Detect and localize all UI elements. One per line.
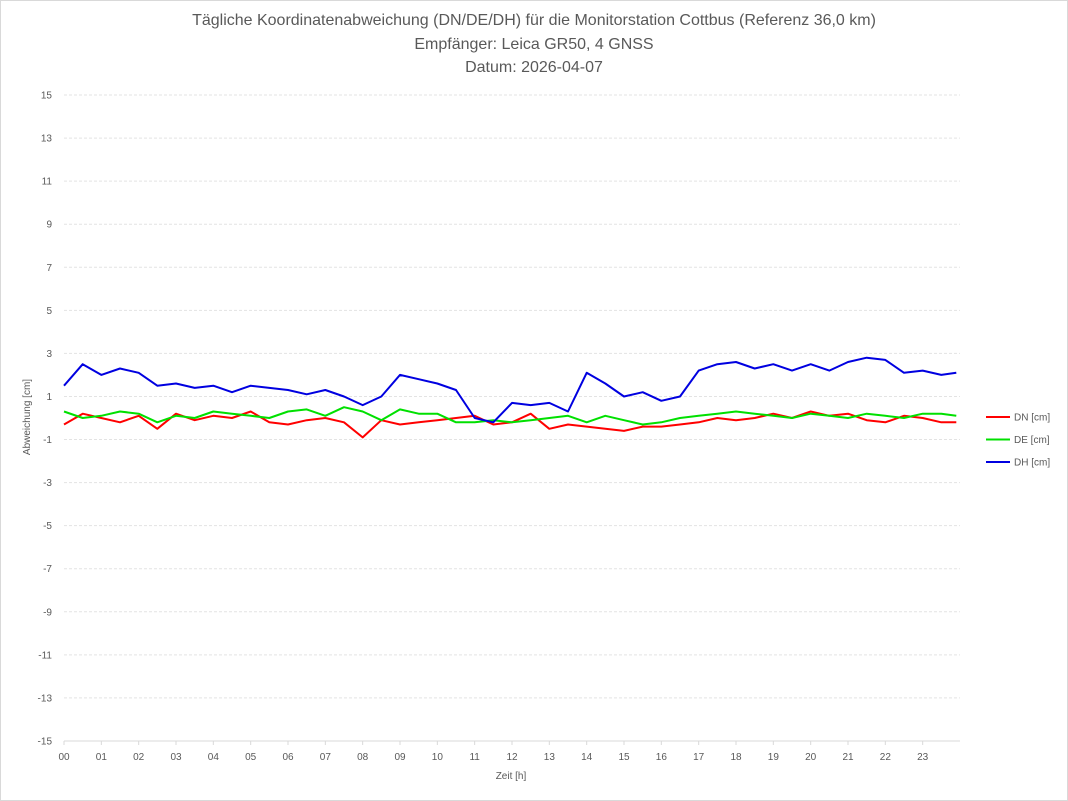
y-tick-label: -13 (38, 693, 53, 704)
x-tick-label: 01 (96, 752, 108, 763)
x-tick-label: 13 (544, 752, 556, 763)
x-tick-label: 05 (245, 752, 257, 763)
legend: DN [cm] DE [cm] DH [cm] (986, 413, 1050, 469)
x-tick-label: 11 (469, 752, 480, 763)
y-tick-label: 3 (46, 349, 52, 360)
chart-subtitle: Empfänger: Leica GR50, 4 GNSS (414, 36, 654, 53)
x-tick-label: 09 (394, 752, 406, 763)
x-axis-label: Zeit [h] (496, 771, 527, 782)
y-tick-label: -5 (43, 521, 52, 532)
chart-title: Tägliche Koordinatenabweichung (DN/DE/DH… (192, 12, 876, 29)
x-tick-label: 16 (656, 752, 668, 763)
legend-label: DE [cm] (1014, 435, 1050, 446)
y-tick-label: -15 (38, 737, 53, 748)
y-tick-label: -1 (43, 435, 52, 446)
legend-label: DN [cm] (1014, 413, 1050, 424)
y-tick-label: 13 (41, 134, 53, 145)
y-tick-label: 11 (42, 177, 53, 188)
legend-label: DH [cm] (1014, 458, 1050, 469)
x-tick-label: 18 (730, 752, 742, 763)
x-tick-label: 12 (506, 752, 518, 763)
x-tick-label: 22 (880, 752, 892, 763)
y-tick-label: -7 (43, 564, 52, 575)
x-tick-label: 17 (693, 752, 705, 763)
x-tick-label: 08 (357, 752, 369, 763)
y-tick-label: 7 (46, 263, 52, 274)
gridlines (64, 94, 960, 699)
y-tick-label: 1 (46, 392, 52, 403)
series-lines (63, 356, 957, 439)
x-tick-label: 21 (842, 752, 854, 763)
series-line-dh (63, 356, 957, 424)
x-tick-label: 07 (320, 752, 332, 763)
x-tick-label: 15 (618, 752, 630, 763)
y-tick-label: -3 (43, 478, 52, 489)
x-tick-label: 02 (133, 752, 145, 763)
x-tick-label: 06 (282, 752, 294, 763)
x-tick-label: 19 (768, 752, 780, 763)
x-tick-label: 20 (805, 752, 817, 763)
y-tick-labels: 15 13 11 9 7 5 3 1 -1 -3 -5 -7 -9 -11 -13 -15 (38, 91, 53, 748)
y-tick-label: 9 (46, 220, 52, 231)
y-axis-label: Abweichung [cm] (22, 379, 33, 455)
y-tick-label: -9 (43, 607, 52, 618)
y-tick-label: -11 (38, 650, 52, 661)
x-tick-labels: 00 01 02 03 04 05 06 07 08 09 10 11 12 13 14 15 16 17 18 19… (58, 741, 929, 763)
x-tick-label: 14 (581, 752, 593, 763)
y-tick-label: 5 (46, 306, 52, 317)
x-tick-label: 00 (58, 752, 70, 763)
y-tick-label: 15 (41, 91, 53, 102)
x-tick-label: 10 (432, 752, 444, 763)
x-tick-label: 23 (917, 752, 929, 763)
x-tick-label: 04 (208, 752, 220, 763)
x-tick-label: 03 (170, 752, 182, 763)
chart-date: Datum: 2026-04-07 (465, 59, 603, 76)
series-line-de (63, 406, 957, 426)
